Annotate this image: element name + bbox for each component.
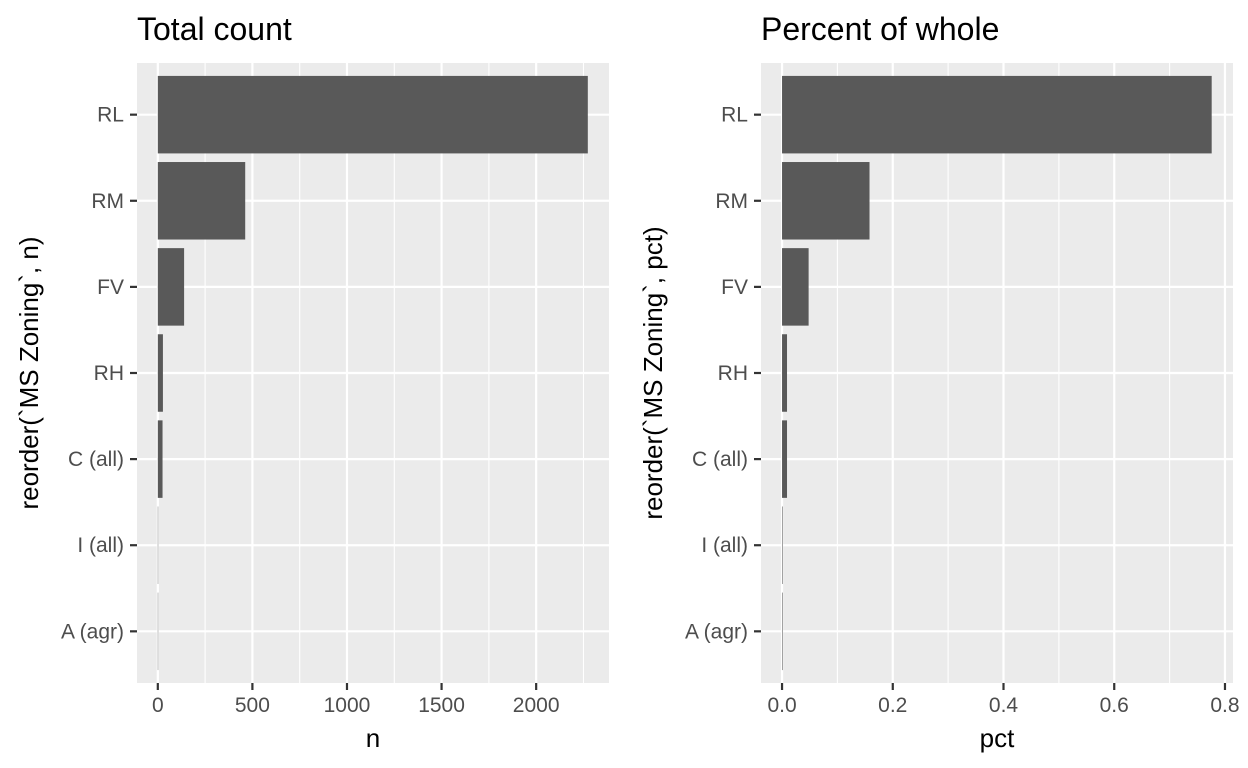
bar-rh: [157, 334, 163, 412]
x-tick-label: 1000: [324, 694, 371, 717]
bar-c-all: [157, 420, 163, 498]
bar-rm: [782, 162, 870, 240]
x-axis-title: n: [366, 723, 380, 753]
bar-rm: [157, 162, 246, 240]
y-tick-label: RM: [91, 190, 124, 213]
bar-c-all: [782, 420, 788, 498]
x-tick-label: 0: [152, 694, 164, 717]
chart-panel-percent-of-whole: RL RM FV RH C (all) I (all) A (agr) 0.0 0.2 0.4 0.…: [638, 11, 1240, 753]
x-tick-label: 1500: [418, 694, 465, 717]
x-tick-label: 0.8: [1210, 694, 1239, 717]
x-tick-label: 0.0: [767, 694, 796, 717]
bar-i-all: [782, 506, 783, 584]
bar-rh: [782, 334, 788, 412]
x-tick-label: 0.2: [878, 694, 907, 717]
y-tick-label: FV: [97, 276, 124, 299]
y-tick-label: RM: [715, 190, 748, 213]
y-tick-label: FV: [721, 276, 748, 299]
y-tick-label: C (all): [692, 448, 748, 471]
bar-rl: [157, 75, 588, 154]
y-axis-title: reorder(`MS Zoning`, n): [14, 236, 44, 509]
y-tick-label: C (all): [68, 448, 124, 471]
x-tick-label: 0.4: [989, 694, 1019, 717]
bar-fv: [157, 248, 185, 326]
plot-title: Percent of whole: [761, 11, 999, 47]
bar-fv: [782, 248, 809, 326]
y-tick-label: RH: [94, 362, 124, 385]
y-tick-label: RL: [721, 104, 748, 127]
x-tick-label: 2000: [513, 694, 560, 717]
y-tick-label: A (agr): [685, 620, 748, 643]
chart-panel-total-count: RL RM FV RH C (all) I (all) A (agr) 0 500 1000 150…: [14, 11, 609, 753]
y-tick-label: I (all): [77, 534, 124, 557]
bar-rl: [782, 75, 1212, 154]
y-axis-title: reorder(`MS Zoning`, pct): [638, 226, 668, 519]
y-tick-label: RH: [718, 362, 748, 385]
plot-title: Total count: [137, 11, 292, 47]
x-tick-label: 500: [235, 694, 270, 717]
x-tick-label: 0.6: [1100, 694, 1129, 717]
x-axis-title: pct: [980, 723, 1015, 753]
y-tick-label: RL: [97, 104, 124, 127]
y-tick-label: I (all): [701, 534, 748, 557]
y-tick-label: A (agr): [61, 620, 124, 643]
bar-a-agr: [782, 592, 783, 671]
